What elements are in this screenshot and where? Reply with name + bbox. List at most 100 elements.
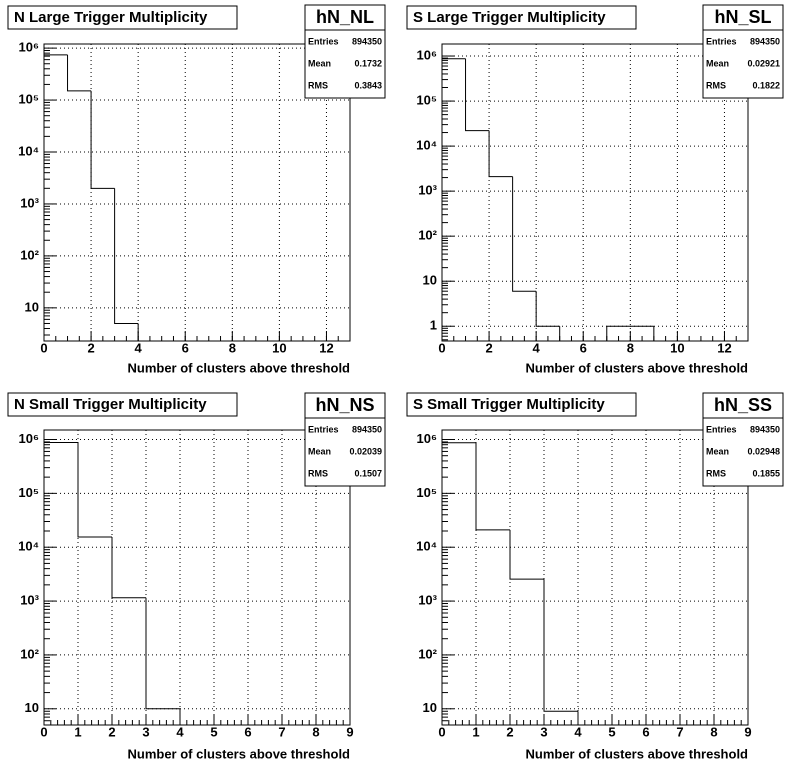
stats-label: Entries: [706, 424, 737, 434]
y-tick-label: 10³: [20, 195, 39, 210]
histogram-bin: [137, 323, 162, 342]
stats-value: 894350: [352, 36, 382, 46]
stats-label: Entries: [308, 424, 339, 434]
y-tick-label: 10⁴: [416, 539, 437, 554]
x-tick-label: 4: [176, 724, 184, 739]
chart-title: N Small Trigger Multiplicity: [14, 396, 207, 413]
stats-label: RMS: [308, 80, 328, 90]
x-tick-label: 5: [608, 724, 615, 739]
x-tick-label: 6: [642, 724, 649, 739]
x-tick-label: 4: [533, 340, 541, 355]
histogram-bin: [43, 442, 78, 725]
histogram-bin: [606, 325, 631, 341]
histogram-bin: [77, 442, 112, 538]
histogram-bin: [535, 291, 560, 327]
y-tick-label: 10⁶: [417, 431, 437, 446]
x-axis-label: Number of clusters above threshold: [128, 746, 351, 761]
stats-value: 0.3843: [354, 80, 382, 90]
y-tick-label: 10: [423, 700, 437, 715]
stats-value: 0.02921: [747, 58, 780, 68]
chart-title: N Large Trigger Multiplicity: [14, 9, 208, 26]
y-tick-label: 10⁶: [417, 47, 437, 62]
y-tick-label: 10⁶: [19, 431, 39, 446]
stats-name: hN_SS: [714, 395, 772, 415]
stats-value: 0.1732: [354, 58, 382, 68]
stats-label: RMS: [706, 468, 726, 478]
x-tick-label: 6: [182, 340, 189, 355]
title-box: [406, 392, 637, 417]
stats-value: 894350: [750, 424, 780, 434]
y-tick-label: 10³: [20, 593, 39, 608]
y-tick-label: 10³: [418, 183, 437, 198]
stats-name: hN_NL: [316, 7, 374, 27]
histogram-panel: 10 10² 10³ 10⁴ 10⁵ 10⁶ 0 1 2 3 4 5 6 7 8 9 Number of clu…: [406, 392, 784, 761]
histogram-bin: [488, 130, 513, 178]
histogram-panel: 1 10 10² 10³ 10⁴ 10⁵ 10⁶ 0 2 4 6 8 10 12 Number of clu…: [406, 4, 784, 375]
stats-label: RMS: [706, 80, 726, 90]
histogram-bin: [465, 58, 490, 132]
x-tick-label: 0: [40, 340, 47, 355]
histogram-bin: [179, 708, 214, 726]
plot-frame: [43, 43, 351, 342]
y-tick-label: 10²: [20, 247, 39, 262]
histogram-bin: [111, 536, 146, 599]
y-tick-label: 10⁶: [19, 40, 39, 55]
y-tick-label: 10⁴: [18, 143, 39, 158]
x-tick-label: 10: [670, 340, 684, 355]
x-tick-label: 6: [580, 340, 587, 355]
x-tick-label: 9: [744, 724, 751, 739]
histogram-bin: [559, 326, 584, 342]
x-tick-label: 0: [438, 724, 445, 739]
histogram-bin: [67, 54, 92, 92]
histogram-bin: [145, 597, 180, 710]
x-tick-label: 1: [472, 724, 479, 739]
x-tick-label: 2: [485, 340, 492, 355]
y-tick-label: 10⁵: [416, 485, 437, 500]
stats-box: [304, 392, 386, 487]
stats-value: 0.1855: [752, 468, 780, 478]
x-axis-label: Number of clusters above threshold: [128, 360, 351, 375]
chart-title: S Large Trigger Multiplicity: [413, 9, 606, 26]
x-tick-label: 8: [627, 340, 634, 355]
stats-name: hN_SL: [714, 7, 771, 27]
stats-name: hN_NS: [315, 395, 374, 415]
title-box: [406, 5, 637, 30]
stats-value: 0.02039: [349, 446, 382, 456]
x-tick-label: 8: [229, 340, 236, 355]
chart-title: S Small Trigger Multiplicity: [413, 396, 605, 413]
plot-frame: [43, 429, 351, 726]
histogram-bin: [512, 176, 537, 292]
x-tick-label: 0: [40, 724, 47, 739]
x-tick-label: 7: [278, 724, 285, 739]
x-tick-label: 9: [346, 724, 353, 739]
x-tick-label: 12: [717, 340, 731, 355]
histogram-panel: 10 10² 10³ 10⁴ 10⁵ 10⁶ 0 2 4 6 8 10 12 Number of clus…: [7, 4, 386, 375]
stats-label: Entries: [706, 36, 737, 46]
x-tick-label: 0: [438, 340, 445, 355]
x-tick-label: 7: [676, 724, 683, 739]
histogram-bin: [441, 442, 476, 725]
plot-frame: [441, 429, 749, 726]
stats-label: Mean: [706, 58, 729, 68]
y-tick-label: 10: [25, 700, 39, 715]
y-tick-label: 1: [430, 318, 437, 333]
stats-box: [702, 4, 784, 99]
x-tick-label: 2: [506, 724, 513, 739]
stats-label: Mean: [308, 58, 331, 68]
y-tick-label: 10⁵: [18, 485, 39, 500]
x-tick-label: 6: [244, 724, 251, 739]
y-tick-label: 10: [25, 299, 39, 314]
y-tick-label: 10: [423, 273, 437, 288]
x-tick-label: 3: [540, 724, 547, 739]
stats-label: Entries: [308, 36, 339, 46]
stats-box: [304, 4, 386, 99]
x-axis-label: Number of clusters above threshold: [526, 360, 749, 375]
stats-value: 0.02948: [747, 446, 780, 456]
x-tick-label: 1: [74, 724, 81, 739]
x-tick-label: 10: [272, 340, 286, 355]
x-tick-label: 5: [210, 724, 217, 739]
y-tick-label: 10⁴: [416, 138, 437, 153]
x-tick-label: 8: [312, 724, 319, 739]
y-tick-label: 10²: [20, 646, 39, 661]
